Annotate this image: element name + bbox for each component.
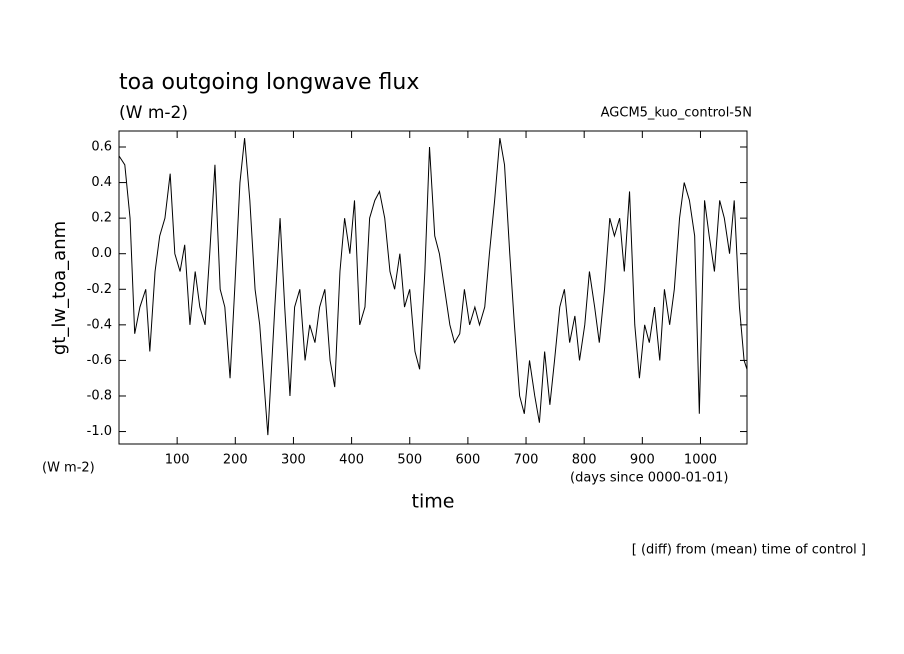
y-tick-label: -0.8 xyxy=(87,388,112,403)
y-tick-label: 0.4 xyxy=(91,175,112,190)
x-axis-label: time xyxy=(412,491,455,513)
plot-frame xyxy=(118,130,748,445)
data-line xyxy=(118,138,748,436)
units: (W m-2) xyxy=(119,103,188,123)
y-tick-label: -0.4 xyxy=(87,317,112,332)
y-tick-label: -0.2 xyxy=(87,282,112,297)
y-tick-label: -0.6 xyxy=(87,353,112,368)
x-tick-label: 1000 xyxy=(684,453,717,468)
y-tick-label: 0.2 xyxy=(91,211,112,226)
footnote: [ (diff) from (mean) time of control ] xyxy=(632,543,866,558)
x-tick-label: 600 xyxy=(455,453,480,468)
x-tick-label: 500 xyxy=(397,453,422,468)
x-tick-label: 800 xyxy=(572,453,597,468)
y-tick-label: 0.6 xyxy=(91,140,112,155)
x-tick-label: 100 xyxy=(165,453,190,468)
x-tick-label: 900 xyxy=(630,453,655,468)
y-axis-label: gt_lw_toa_anm xyxy=(49,221,70,355)
chart-title: toa outgoing longwave flux xyxy=(119,70,419,95)
x-tick-label: 700 xyxy=(514,453,539,468)
x-tick-label: 400 xyxy=(339,453,364,468)
x-tick-label: 200 xyxy=(223,453,248,468)
y-tick-label: -1.0 xyxy=(87,424,112,439)
x-units: (days since 0000-01-01) xyxy=(570,471,728,486)
y-units: (W m-2) xyxy=(42,461,95,476)
subtitle: AGCM5_kuo_control-5N xyxy=(601,106,752,121)
y-tick-label: 0.0 xyxy=(91,246,112,261)
x-tick-label: 300 xyxy=(281,453,306,468)
